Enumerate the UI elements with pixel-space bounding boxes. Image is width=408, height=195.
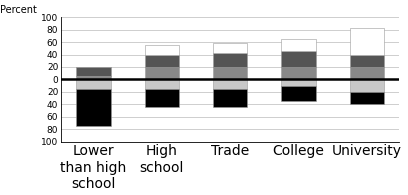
Bar xyxy=(282,39,315,51)
Bar xyxy=(350,67,384,79)
Bar xyxy=(350,28,384,55)
Bar xyxy=(213,43,247,53)
Bar xyxy=(76,79,111,89)
Bar xyxy=(213,53,247,67)
Bar xyxy=(282,79,315,86)
Bar xyxy=(350,55,384,67)
Bar xyxy=(76,89,111,126)
Bar xyxy=(350,92,384,104)
Bar xyxy=(145,79,179,89)
Bar xyxy=(282,86,315,101)
Bar xyxy=(145,67,179,79)
Text: Percent: Percent xyxy=(0,5,37,15)
Bar xyxy=(282,67,315,79)
Bar xyxy=(213,79,247,89)
Bar xyxy=(282,51,315,67)
Bar xyxy=(76,67,111,76)
Bar xyxy=(145,55,179,67)
Bar xyxy=(350,79,384,92)
Bar xyxy=(213,67,247,79)
Bar xyxy=(213,89,247,107)
Bar xyxy=(145,45,179,55)
Bar xyxy=(145,89,179,107)
Bar xyxy=(76,76,111,79)
